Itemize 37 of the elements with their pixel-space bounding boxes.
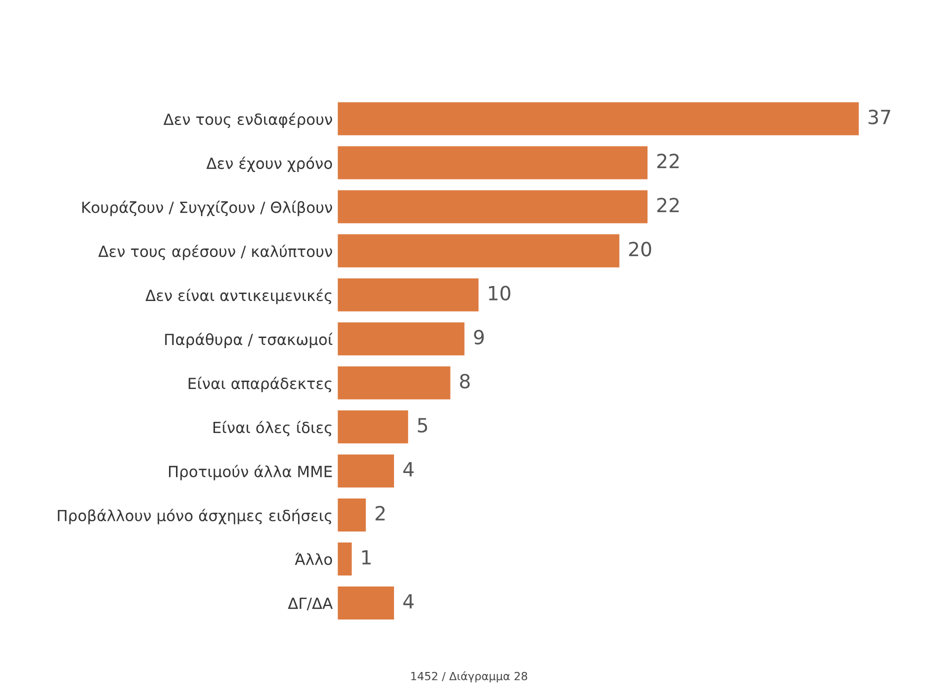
y-tick-label: Άλλο [294,552,332,566]
y-tick-label: Είναι όλες ίδιες [213,420,332,436]
bar [338,542,352,576]
y-tick-label: Κουράζουν / Συγχίζουν / Θλίβουν [82,200,332,216]
y-tick-label: Παράθυρα / τσακωμοί [165,332,333,348]
bar [338,498,366,532]
data-label: 2 [376,506,385,520]
data-label: 10 [488,286,510,300]
data-label: 22 [657,154,679,168]
bar [338,146,648,180]
bar [338,454,394,488]
data-label: 4 [403,462,414,476]
y-tick-label: Προτιμούν άλλα ΜΜΕ [169,464,332,480]
data-label: 4 [403,594,414,608]
text: 1452 / Διάγραμμα 28 [411,671,528,682]
y-tick-label: Δεν τους ενδιαφέρουν [163,112,332,128]
bar [338,586,394,620]
data-label: 9 [474,330,484,345]
bar [338,190,648,224]
y-tick-label: Δεν είναι αντικειμενικές [145,288,332,304]
bar [338,322,464,356]
bar [338,410,408,444]
data-label: 1 [362,550,371,564]
y-tick-label: Είναι απαράδεκτες [188,376,332,392]
y-tick-label: ΔΓ/ΔΑ [288,598,333,610]
data-label: 20 [629,242,652,256]
data-label: 5 [418,418,428,433]
data-label: 22 [657,198,679,212]
bar [338,102,859,136]
y-tick-label: Προβάλλουν μόνο άσχημες ειδήσεις [58,508,332,524]
y-tick-label: Δεν έχουν χρόνο [206,156,332,172]
bar [338,366,450,400]
bar [338,234,620,268]
data-label: 8 [460,374,470,389]
y-tick-label: Δεν τους αρέσουν / καλύπτουν [98,244,332,260]
bar [338,278,479,312]
data-label: 37 [868,110,890,124]
